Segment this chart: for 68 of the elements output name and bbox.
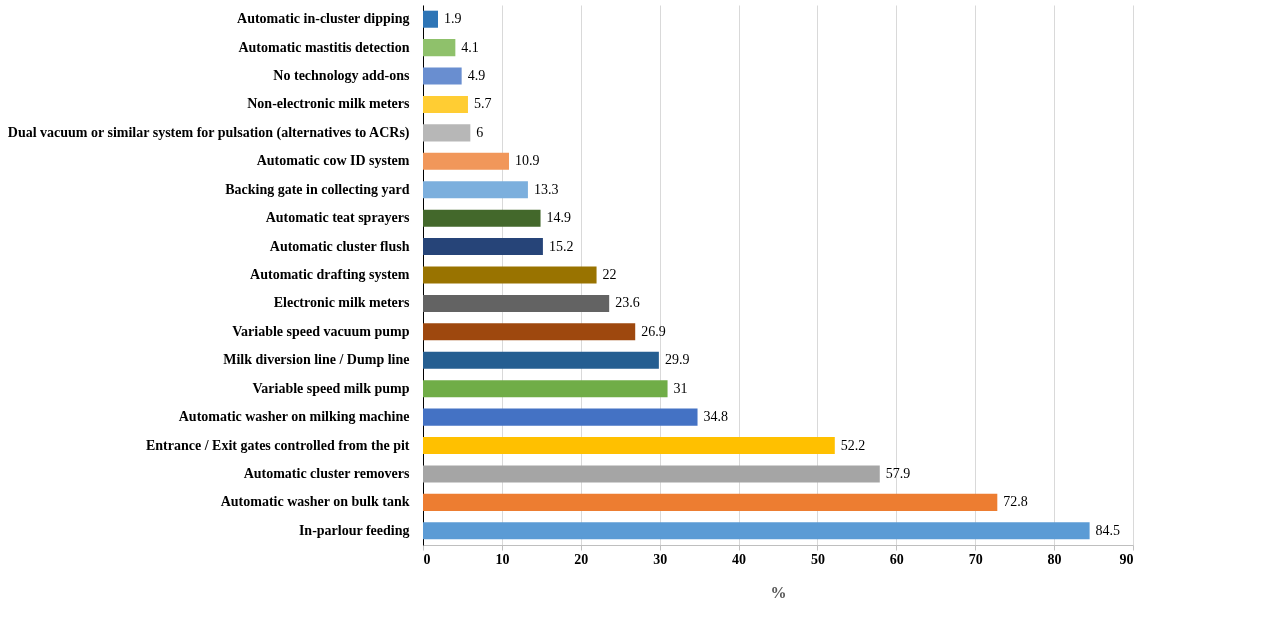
bar: [423, 437, 835, 455]
y-tick-label: Automatic cluster flush: [269, 238, 410, 254]
bar: [423, 152, 509, 170]
data-label: 23.6: [615, 295, 640, 311]
bar: [423, 465, 880, 483]
x-tick-label: 50: [810, 551, 825, 567]
x-tick-label: 0: [423, 551, 431, 567]
bar: [423, 10, 438, 28]
data-label: 15.2: [548, 238, 574, 254]
bar: [423, 294, 610, 312]
bar: [423, 95, 468, 113]
data-label: 34.8: [703, 409, 729, 425]
data-label: 29.9: [664, 352, 690, 368]
bar: [423, 39, 456, 57]
y-tick-label: Automatic teat sprayers: [265, 210, 411, 226]
bar: [423, 493, 998, 511]
x-tick-label: 60: [889, 551, 904, 567]
data-label: 26.9: [641, 323, 666, 339]
x-tick-label: 40: [732, 551, 747, 567]
data-label: 5.7: [473, 96, 492, 112]
y-tick-label: Entrance / Exit gates controlled from the pit: [145, 437, 410, 453]
bar: [423, 380, 668, 398]
data-label: 10.9: [514, 153, 540, 169]
bar: [423, 408, 698, 426]
x-tick-label: 30: [653, 551, 668, 567]
y-tick-label: Automatic cluster removers: [243, 465, 411, 481]
y-tick-label: Automatic mastitis detection: [238, 39, 410, 55]
bar: [423, 522, 1090, 540]
y-tick-label: Variable speed vacuum pump: [232, 323, 410, 339]
y-tick-label: No technology add-ons: [273, 68, 411, 84]
y-tick-label: Automatic in-cluster dipping: [237, 11, 410, 27]
x-tick-label: 80: [1047, 551, 1062, 567]
y-tick-label: Non-electronic milk meters: [247, 96, 411, 112]
data-label: 72.8: [1003, 494, 1028, 510]
y-tick-label: Automatic drafting system: [250, 267, 410, 282]
bar: [423, 323, 636, 341]
x-tick-label: 70: [968, 551, 983, 567]
x-tick-label: 10: [495, 551, 510, 567]
y-tick-label: Automatic washer on bulk tank: [220, 494, 410, 510]
bar: [423, 124, 471, 142]
data-label: 22: [602, 267, 617, 282]
data-label: 52.2: [840, 437, 866, 453]
data-label: 84.5: [1095, 522, 1121, 538]
bar: [423, 238, 543, 256]
data-label: 1.9: [443, 11, 462, 27]
y-tick-label: Variable speed milk pump: [252, 380, 410, 396]
bar: [423, 266, 597, 284]
y-tick-label: Backing gate in collecting yard: [225, 181, 410, 197]
data-label: 31: [673, 380, 688, 396]
bar: [423, 67, 462, 85]
data-label: 6: [476, 124, 484, 140]
data-label: 57.9: [885, 465, 911, 481]
y-tick-label: In-parlour feeding: [298, 522, 410, 538]
x-axis-title: %: [770, 583, 787, 601]
bar: [423, 181, 528, 199]
bar: [423, 351, 659, 369]
data-label: 13.3: [533, 181, 559, 197]
data-label: 4.1: [461, 39, 479, 55]
y-tick-label: Milk diversion line / Dump line: [223, 352, 410, 368]
y-tick-label: Electronic milk meters: [273, 295, 411, 311]
y-tick-label: Dual vacuum or similar system for pulsation (alternatives to ACRs): [7, 124, 410, 141]
bar: [423, 209, 541, 227]
data-label: 4.9: [467, 68, 486, 84]
data-label: 14.9: [546, 210, 572, 226]
y-tick-label: Automatic cow ID system: [256, 153, 410, 169]
y-tick-label: Automatic washer on milking machine: [178, 409, 410, 425]
x-tick-label: 90: [1119, 551, 1134, 567]
x-tick-label: 20: [574, 551, 589, 567]
